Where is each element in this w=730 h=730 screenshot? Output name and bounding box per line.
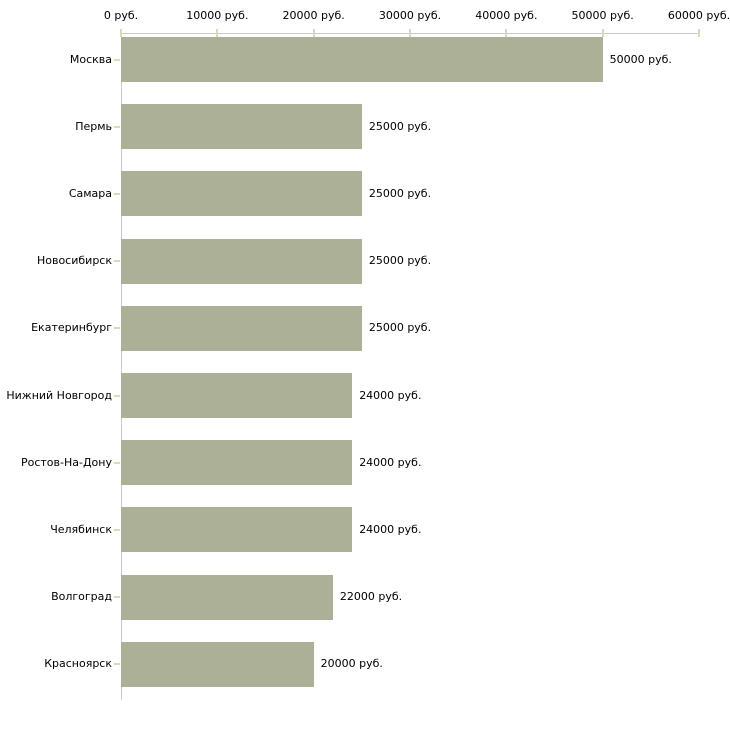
x-axis-tick-label: 50000 руб. bbox=[571, 9, 634, 22]
x-axis-tick-label: 30000 руб. bbox=[378, 9, 442, 22]
value-label: 20000 руб. bbox=[320, 657, 383, 671]
bar bbox=[121, 37, 603, 82]
category-label: Красноярск bbox=[44, 657, 112, 671]
x-axis-tick-mark bbox=[505, 29, 508, 37]
x-axis-tick-label: 0 руб. bbox=[103, 9, 139, 22]
category-label: Самара bbox=[68, 186, 112, 200]
value-label: 22000 руб. bbox=[339, 590, 403, 604]
x-axis-tick-label: 60000 руб. bbox=[667, 9, 730, 22]
category-label: Екатеринбург bbox=[31, 321, 112, 335]
bar bbox=[121, 305, 362, 351]
bar bbox=[121, 641, 314, 687]
category-tick-mark bbox=[114, 394, 120, 397]
x-axis-tick-label: 40000 руб. bbox=[475, 9, 538, 22]
category-label: Пермь bbox=[75, 119, 112, 133]
category-tick-mark bbox=[114, 125, 120, 128]
category-tick-mark bbox=[114, 596, 120, 599]
category-tick-mark bbox=[114, 192, 120, 195]
category-tick-mark bbox=[114, 260, 120, 263]
category-tick-mark bbox=[114, 461, 120, 464]
category-label: Новосибирск bbox=[36, 254, 112, 268]
x-axis-tick-label: 20000 руб. bbox=[282, 9, 345, 22]
value-label: 24000 руб. bbox=[359, 455, 422, 469]
x-axis-tick-mark bbox=[698, 29, 700, 37]
category-tick-mark bbox=[114, 327, 120, 330]
bar bbox=[121, 238, 362, 284]
x-axis-tick-mark bbox=[216, 29, 219, 37]
value-label: 24000 руб. bbox=[359, 522, 422, 536]
bar bbox=[121, 373, 353, 418]
value-label: 25000 руб. bbox=[368, 254, 432, 268]
bar bbox=[121, 507, 353, 553]
value-label: 25000 руб. bbox=[368, 321, 432, 335]
bar bbox=[121, 440, 353, 486]
category-label: Челябинск bbox=[50, 522, 112, 536]
value-label: 25000 руб. bbox=[368, 186, 432, 200]
x-axis-tick-mark bbox=[312, 29, 315, 37]
category-tick-mark bbox=[114, 528, 120, 531]
category-tick-mark bbox=[114, 663, 120, 666]
x-axis-tick-mark bbox=[601, 29, 604, 37]
category-label: Волгоград bbox=[51, 590, 112, 604]
category-label: Ростов-На-Дону bbox=[20, 455, 112, 469]
bar bbox=[121, 171, 362, 217]
value-label: 50000 руб. bbox=[609, 52, 672, 66]
bar bbox=[121, 574, 333, 620]
value-label: 24000 руб. bbox=[359, 388, 422, 402]
category-label: Нижний Новгород bbox=[6, 388, 112, 402]
x-axis-tick-label: 10000 руб. bbox=[186, 9, 249, 22]
category-tick-mark bbox=[114, 58, 120, 61]
category-label: Москва bbox=[69, 52, 112, 66]
bar bbox=[121, 104, 362, 150]
x-axis-tick-mark bbox=[120, 29, 122, 37]
x-axis-tick-mark bbox=[409, 29, 411, 37]
value-label: 25000 руб. bbox=[368, 119, 432, 133]
